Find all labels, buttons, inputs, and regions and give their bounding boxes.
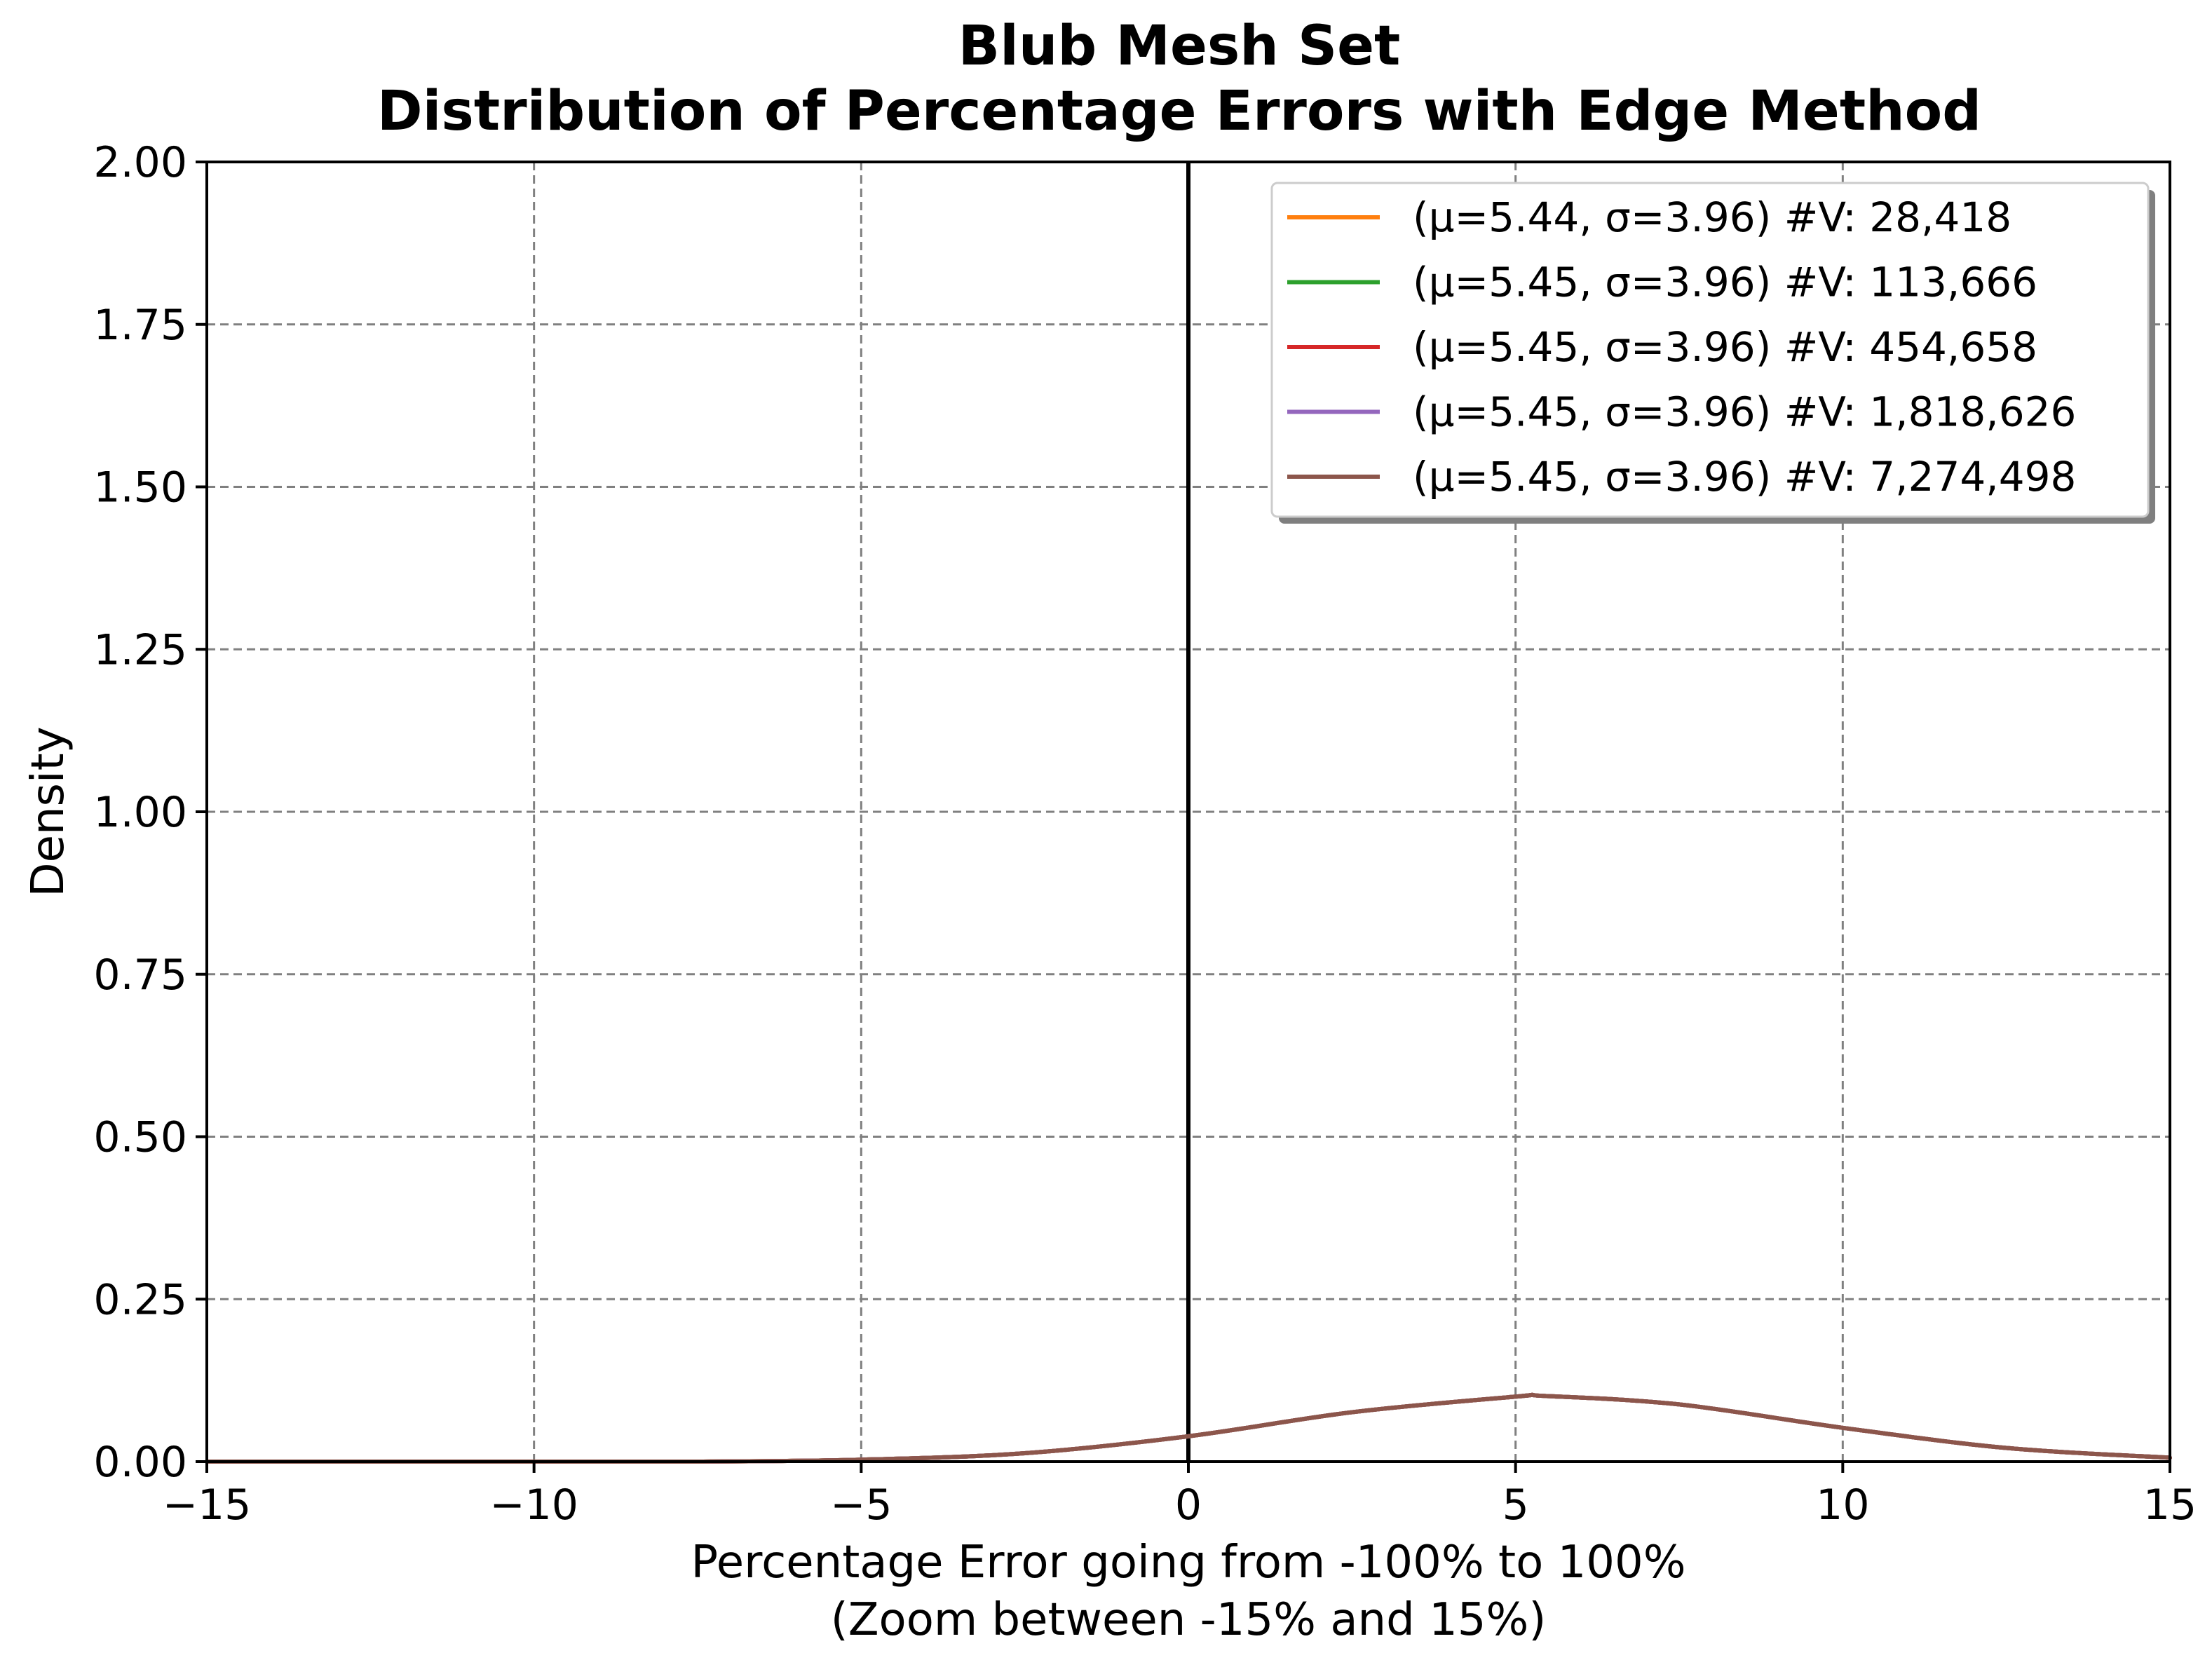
y-tick-label: 1.25: [93, 625, 187, 674]
x-tick-label: −5: [830, 1481, 892, 1530]
y-tick-label: 0.25: [93, 1275, 187, 1324]
x-tick-label: 5: [1502, 1481, 1529, 1530]
x-tick-label: −15: [163, 1481, 252, 1530]
legend: (μ=5.44, σ=3.96) #V: 28,418 (μ=5.45, σ=3.…: [1270, 182, 2155, 524]
legend-entries: (μ=5.44, σ=3.96) #V: 28,418 (μ=5.45, σ=3.…: [1287, 193, 2076, 501]
y-tick-label: 0.00: [93, 1438, 187, 1487]
y-axis-label: Density: [22, 726, 74, 897]
x-tick-label: 15: [2143, 1481, 2197, 1530]
y-tick-label: 2.00: [93, 138, 187, 187]
chart-title: Blub Mesh Set: [958, 15, 1401, 78]
y-tick-label: 1.50: [93, 463, 187, 512]
legend-label: (μ=5.45, σ=3.96) #V: 7,274,498: [1413, 453, 2076, 501]
legend-label: (μ=5.44, σ=3.96) #V: 28,418: [1413, 193, 2011, 241]
y-tick-label: 0.75: [93, 951, 187, 1000]
x-axis-label: Percentage Error going from -100% to 100…: [691, 1537, 1685, 1588]
legend-box: [1270, 182, 2150, 518]
x-tick-label: 10: [1816, 1481, 1869, 1530]
chart-subtitle: Distribution of Percentage Errors with E…: [377, 80, 1981, 143]
x-tick-label: 0: [1175, 1481, 1202, 1530]
legend-label: (μ=5.45, σ=3.96) #V: 113,666: [1413, 259, 2037, 306]
y-axis-ticks: 0.00 0.25 0.50 0.75 1.00 1.25 1.50 1.75 2.00: [93, 138, 207, 1487]
y-tick-label: 0.50: [93, 1113, 187, 1162]
x-axis-ticks: −15 −10 −5 0 5 10 15: [163, 1462, 2197, 1530]
legend-label: (μ=5.45, σ=3.96) #V: 1,818,626: [1413, 388, 2076, 436]
legend-label: (μ=5.45, σ=3.96) #V: 454,658: [1413, 323, 2037, 371]
y-tick-label: 1.75: [93, 301, 187, 350]
x-tick-label: −10: [489, 1481, 578, 1530]
x-axis-label-line2: (Zoom between -15% and 15%): [831, 1594, 1547, 1646]
y-tick-label: 1.00: [93, 788, 187, 837]
